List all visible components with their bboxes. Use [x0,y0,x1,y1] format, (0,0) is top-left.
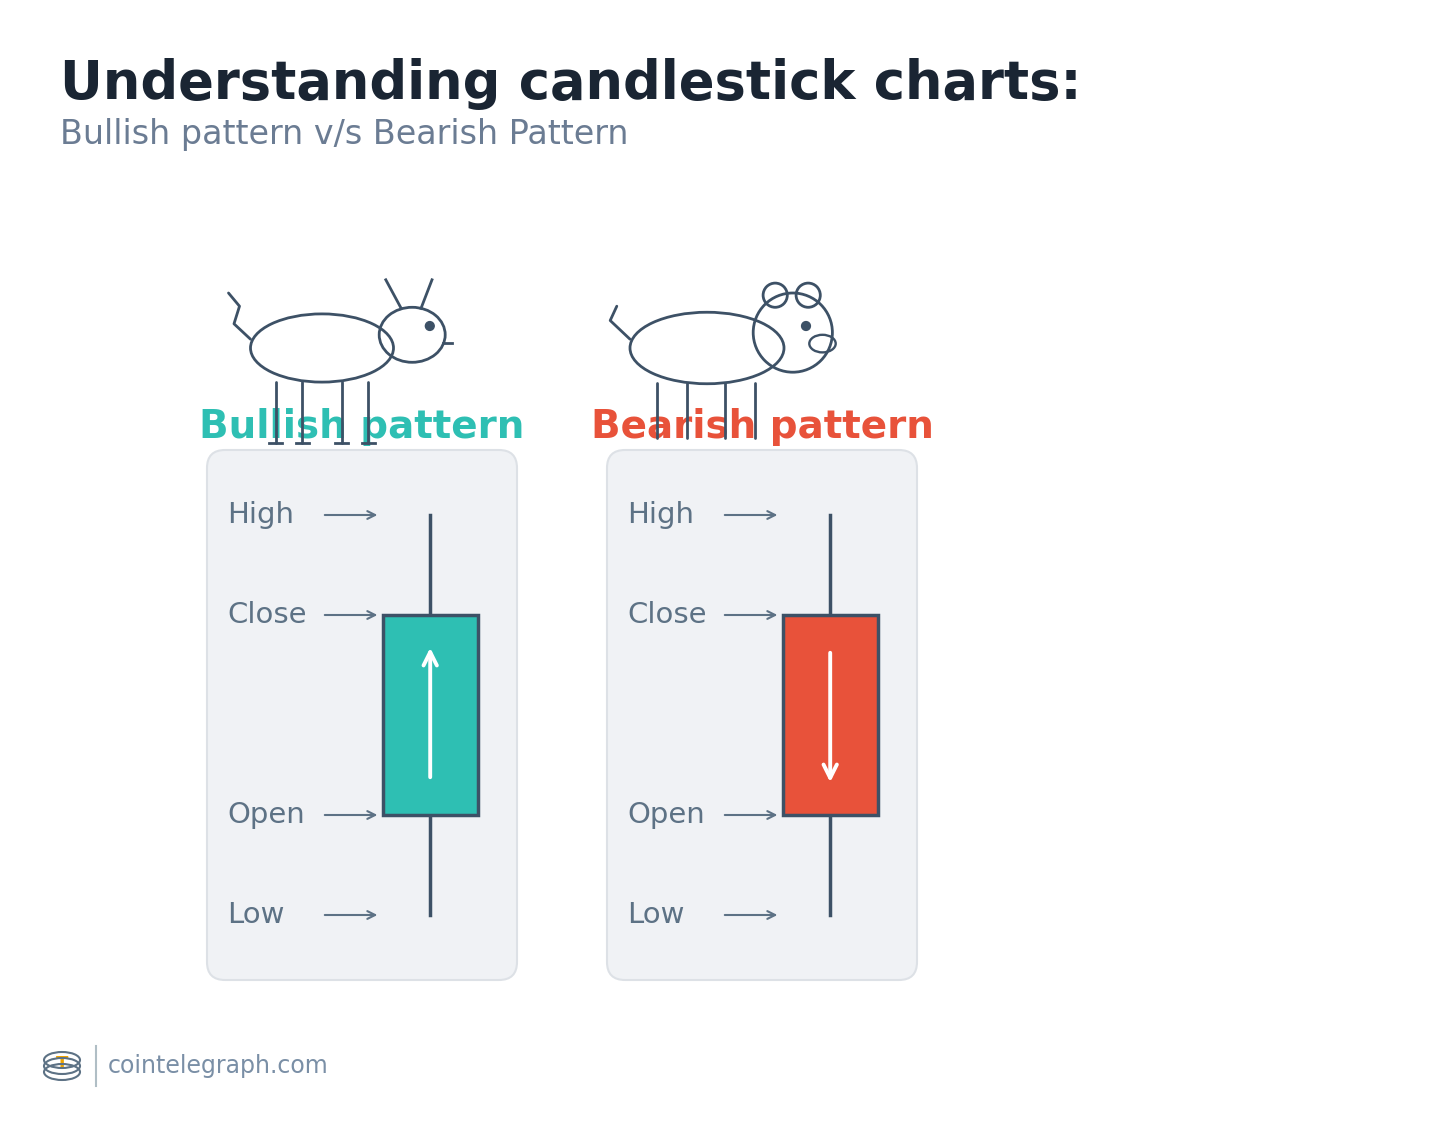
Text: Understanding candlestick charts:: Understanding candlestick charts: [59,58,1082,111]
Circle shape [425,321,434,331]
Text: cointelegraph.com: cointelegraph.com [107,1054,329,1078]
Text: Open: Open [228,801,304,829]
Text: High: High [228,501,294,529]
Text: High: High [626,501,695,529]
FancyBboxPatch shape [207,450,518,980]
Text: Low: Low [228,901,284,929]
Text: Close: Close [228,601,306,629]
Text: T: T [55,1055,68,1073]
Text: Bullish pattern v/s Bearish Pattern: Bullish pattern v/s Bearish Pattern [59,118,628,151]
Text: Open: Open [626,801,705,829]
FancyBboxPatch shape [608,450,916,980]
Text: Bearish pattern: Bearish pattern [590,408,934,446]
Circle shape [802,321,811,331]
Text: Close: Close [626,601,706,629]
Text: Low: Low [626,901,684,929]
Bar [383,615,477,816]
Bar [783,615,877,816]
Text: Bullish pattern: Bullish pattern [199,408,525,446]
